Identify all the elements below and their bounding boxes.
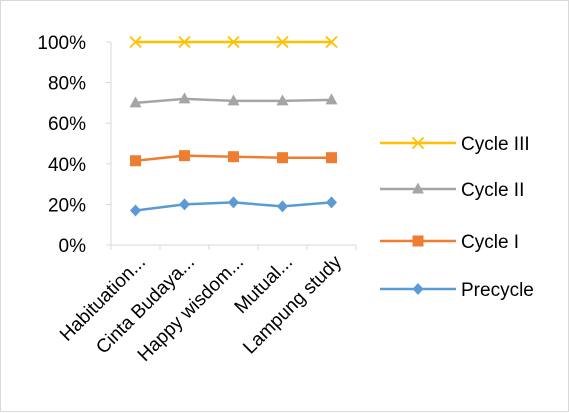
y-tick-label: 60% bbox=[48, 114, 86, 135]
y-axis: 0% 20% 40% 60% 80% 100% bbox=[37, 33, 112, 257]
data-point bbox=[277, 200, 288, 213]
series-layer bbox=[129, 35, 338, 217]
legend-item: Cycle III bbox=[380, 134, 530, 155]
x-axis: Habituation...Cinta Budaya...Happy wisdo… bbox=[56, 244, 357, 366]
data-point bbox=[130, 155, 141, 167]
legend: Cycle III Cycle II Cycle I Precycle bbox=[380, 134, 534, 301]
y-tick-label: 80% bbox=[48, 74, 86, 95]
legend-marker bbox=[412, 283, 424, 295]
series-cycle-iii bbox=[129, 35, 338, 49]
legend-item: Cycle II bbox=[380, 180, 524, 201]
data-point bbox=[227, 35, 240, 49]
legend-item: Precycle bbox=[380, 280, 534, 301]
data-point bbox=[326, 196, 337, 209]
data-point bbox=[130, 204, 141, 217]
data-point bbox=[179, 150, 190, 162]
data-point bbox=[276, 35, 289, 49]
data-point bbox=[326, 152, 337, 164]
data-point bbox=[179, 198, 190, 211]
legend-item: Cycle I bbox=[380, 232, 519, 253]
data-point bbox=[227, 94, 240, 106]
data-point bbox=[178, 35, 191, 49]
data-point bbox=[129, 96, 142, 108]
data-point bbox=[129, 35, 142, 49]
data-point bbox=[178, 92, 191, 104]
data-point bbox=[325, 93, 338, 105]
legend-marker bbox=[412, 235, 424, 247]
legend-label: Precycle bbox=[461, 280, 534, 301]
series-precycle bbox=[130, 196, 337, 217]
y-tick-label: 100% bbox=[37, 33, 86, 54]
data-point bbox=[276, 94, 289, 106]
y-tick-label: 0% bbox=[59, 236, 87, 257]
legend-label: Cycle I bbox=[461, 232, 519, 253]
legend-marker bbox=[411, 136, 425, 150]
legend-label: Cycle III bbox=[461, 134, 530, 155]
data-point bbox=[228, 151, 239, 163]
y-tick-label: 40% bbox=[48, 155, 86, 176]
y-tick-label: 20% bbox=[48, 195, 86, 216]
data-point bbox=[277, 152, 288, 164]
series-cycle-i bbox=[130, 150, 337, 167]
legend-marker bbox=[412, 182, 424, 194]
series-cycle-ii bbox=[129, 92, 338, 108]
data-point bbox=[228, 196, 239, 209]
data-point bbox=[325, 35, 338, 49]
legend-label: Cycle II bbox=[461, 180, 524, 201]
